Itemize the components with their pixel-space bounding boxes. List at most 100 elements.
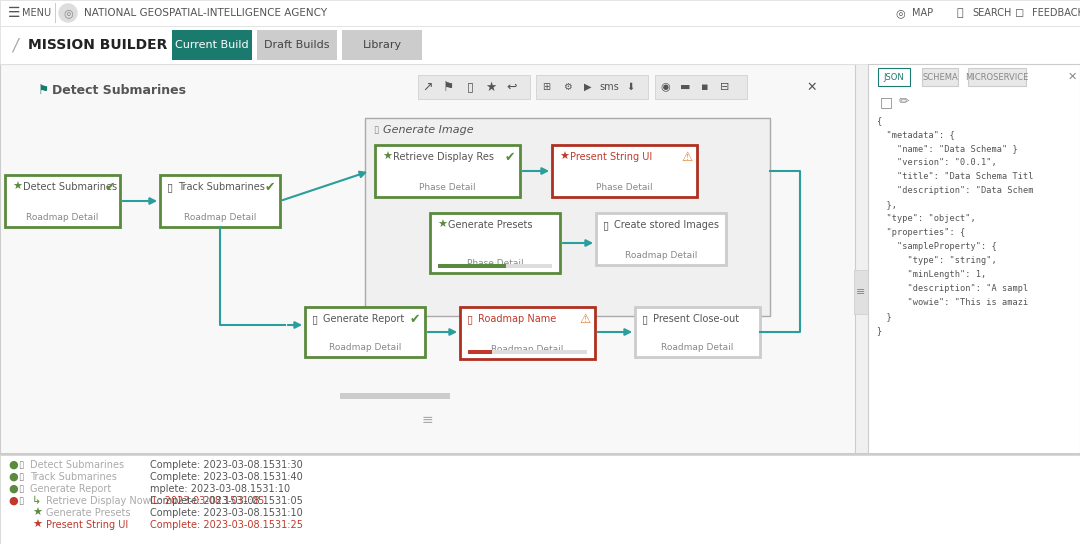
Text: ★: ★ xyxy=(559,152,569,162)
Text: Complete: 2023-03-08.1531:40: Complete: 2023-03-08.1531:40 xyxy=(150,472,302,482)
Bar xyxy=(460,307,595,359)
Text: ▯: ▯ xyxy=(18,496,24,506)
Bar xyxy=(0,0,1080,26)
Circle shape xyxy=(59,4,77,22)
Text: }: } xyxy=(876,326,881,335)
Bar xyxy=(0,64,855,454)
Text: "name": "Data Schema" }: "name": "Data Schema" } xyxy=(876,144,1017,153)
Text: Roadmap Detail: Roadmap Detail xyxy=(26,213,98,221)
Text: "type": "object",: "type": "object", xyxy=(876,214,975,223)
Text: ⬇: ⬇ xyxy=(626,82,634,92)
Text: Complete: 2023-03-08.1531:30: Complete: 2023-03-08.1531:30 xyxy=(150,460,302,470)
Bar xyxy=(0,455,1080,544)
Text: Phase Detail: Phase Detail xyxy=(419,182,476,191)
Text: MISSION BUILDER: MISSION BUILDER xyxy=(28,38,167,52)
Text: sms: sms xyxy=(599,82,619,92)
Text: "description": "Data Schem: "description": "Data Schem xyxy=(876,186,1034,195)
Text: ✕: ✕ xyxy=(807,81,818,94)
Text: ●: ● xyxy=(8,460,17,470)
Text: ⚠: ⚠ xyxy=(579,312,591,325)
Text: ▬: ▬ xyxy=(679,82,690,92)
Text: Retrieve Display Now: Retrieve Display Now xyxy=(46,496,150,506)
Text: ▯: ▯ xyxy=(18,472,24,482)
Text: ▯: ▯ xyxy=(18,484,24,494)
Text: Track Submarines: Track Submarines xyxy=(30,472,117,482)
Text: Generate Report: Generate Report xyxy=(30,484,111,494)
Text: ★: ★ xyxy=(12,182,22,192)
Bar xyxy=(468,350,588,354)
Bar xyxy=(868,64,1080,454)
Text: ▯: ▯ xyxy=(642,314,648,324)
Text: SCHEMA: SCHEMA xyxy=(922,72,958,82)
Text: /: / xyxy=(12,36,17,54)
Text: ⚑: ⚑ xyxy=(38,83,50,96)
Text: 🔍: 🔍 xyxy=(957,8,963,18)
Bar xyxy=(418,75,530,99)
Bar xyxy=(854,270,868,314)
Text: ▯: ▯ xyxy=(18,460,24,470)
Bar xyxy=(922,68,958,86)
Text: ✏: ✏ xyxy=(899,96,909,108)
Text: }: } xyxy=(876,312,892,321)
Bar xyxy=(305,307,426,357)
Text: "metadata": {: "metadata": { xyxy=(876,130,955,139)
Text: Phase Detail: Phase Detail xyxy=(596,182,652,191)
Text: Detect Submarines: Detect Submarines xyxy=(30,460,124,470)
Text: ✔: ✔ xyxy=(105,181,116,194)
Text: ★: ★ xyxy=(382,152,392,162)
Bar xyxy=(438,264,552,268)
Text: ◉: ◉ xyxy=(660,82,670,92)
Bar xyxy=(5,175,120,227)
Text: ☰: ☰ xyxy=(8,6,21,20)
Text: MAP: MAP xyxy=(912,8,933,18)
Text: ↗: ↗ xyxy=(422,81,433,94)
Text: "version": "0.0.1",: "version": "0.0.1", xyxy=(876,158,997,167)
Text: ●: ● xyxy=(8,484,17,494)
Bar xyxy=(257,30,337,60)
Bar xyxy=(430,213,561,273)
Bar xyxy=(342,30,422,60)
Text: Generate Report: Generate Report xyxy=(323,314,404,324)
Bar xyxy=(552,145,697,197)
Text: Roadmap Detail: Roadmap Detail xyxy=(328,343,401,351)
Text: Complete: 2023-03-08.1531:10: Complete: 2023-03-08.1531:10 xyxy=(150,508,302,518)
Text: ▯: ▯ xyxy=(467,81,473,94)
Text: "title": "Data Schema Titl: "title": "Data Schema Titl xyxy=(876,172,1034,181)
Text: FEEDBACK: FEEDBACK xyxy=(1032,8,1080,18)
Text: ◎: ◎ xyxy=(63,8,72,18)
Text: {: { xyxy=(876,116,881,125)
Bar xyxy=(596,213,726,265)
Text: ●: ● xyxy=(8,496,17,506)
Bar xyxy=(468,350,491,354)
Text: Generate Presets: Generate Presets xyxy=(448,220,532,230)
Text: Draft Builds: Draft Builds xyxy=(265,40,329,50)
Bar xyxy=(172,30,252,60)
Text: ★: ★ xyxy=(437,220,447,230)
Text: ▶: ▶ xyxy=(584,82,592,92)
Text: ⊟: ⊟ xyxy=(720,82,730,92)
Text: SEARCH: SEARCH xyxy=(972,8,1011,18)
Text: ↩: ↩ xyxy=(507,81,517,94)
Text: Complete: 2023-03-08.1531:25: Complete: 2023-03-08.1531:25 xyxy=(150,520,303,530)
Text: Roadmap Detail: Roadmap Detail xyxy=(625,250,698,259)
Bar xyxy=(0,453,1080,455)
Text: ✕: ✕ xyxy=(1067,72,1077,82)
Bar xyxy=(375,145,519,197)
Text: Retrieve Display Res: Retrieve Display Res xyxy=(393,152,494,162)
Text: Present Close-out: Present Close-out xyxy=(653,314,739,324)
Text: Roadmap Detail: Roadmap Detail xyxy=(491,344,564,354)
Text: ▯: ▯ xyxy=(467,314,473,324)
Text: ≡: ≡ xyxy=(421,413,433,427)
Text: },: }, xyxy=(876,200,897,209)
Text: ●: ● xyxy=(8,472,17,482)
Text: Track Submarines: Track Submarines xyxy=(178,182,265,192)
Text: ⚠: ⚠ xyxy=(681,151,692,164)
Text: Present String UI: Present String UI xyxy=(46,520,129,530)
Text: Roadmap Detail: Roadmap Detail xyxy=(661,343,733,351)
Text: MENU: MENU xyxy=(22,8,51,18)
Text: ⊞: ⊞ xyxy=(542,82,550,92)
Text: "sampleProperty": {: "sampleProperty": { xyxy=(876,242,997,251)
Text: Create stored Images: Create stored Images xyxy=(615,220,719,230)
Text: ⚙: ⚙ xyxy=(563,82,571,92)
Text: ◻: ◻ xyxy=(1015,8,1025,18)
